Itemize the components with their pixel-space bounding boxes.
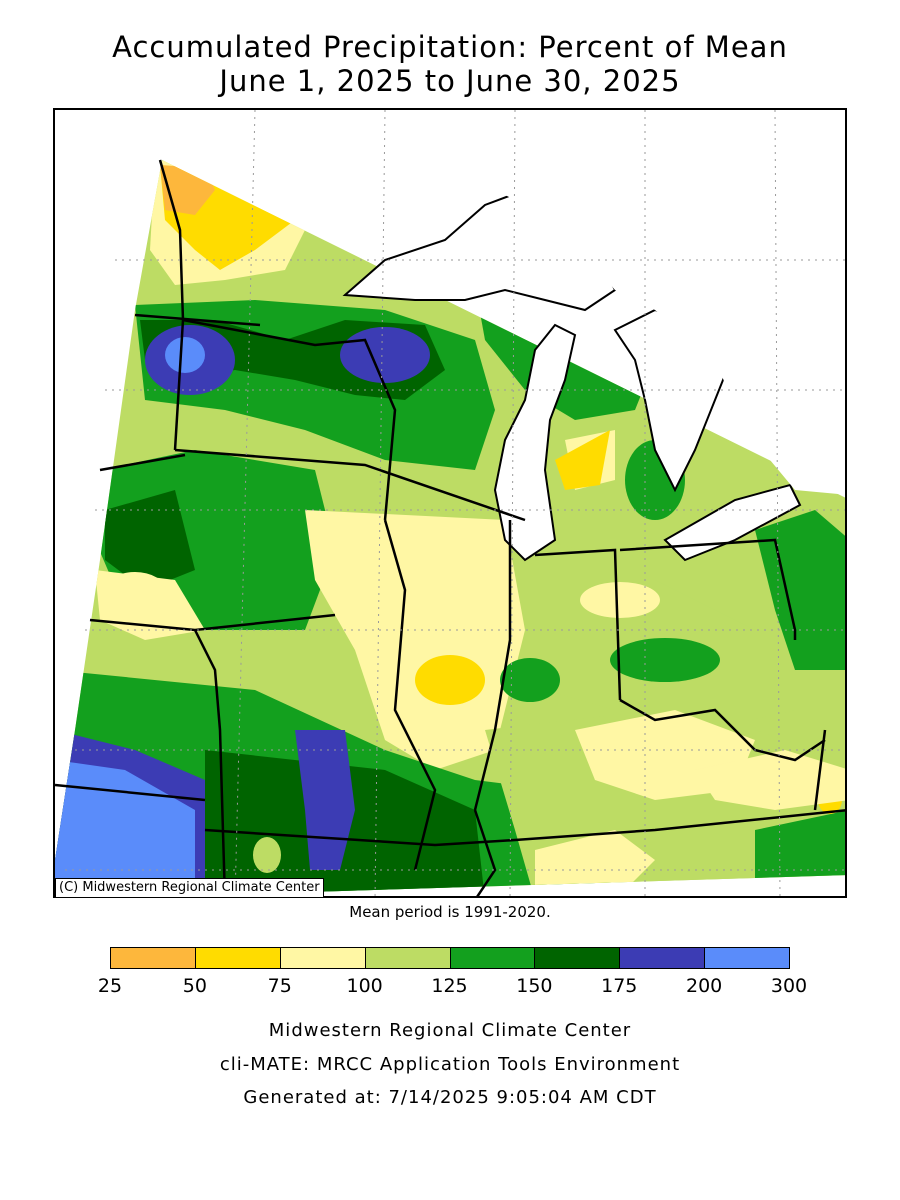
canada-area	[245, 110, 845, 495]
legend-tick-label: 25	[97, 975, 123, 997]
map-date-range: June 1, 2025 to June 30, 2025	[219, 64, 681, 98]
legend-tick-label: 100	[346, 975, 383, 997]
legend-bin	[194, 947, 281, 969]
legend-tick-label: 300	[770, 975, 808, 997]
legend-bin	[110, 947, 196, 969]
mean-period-note: Mean period is 1991-2020.	[349, 903, 551, 921]
legend-bin	[704, 947, 790, 969]
map-title: Accumulated Precipitation: Percent of Me…	[112, 30, 788, 64]
legend-tick-label: 125	[431, 975, 468, 997]
legend-tick-label: 75	[267, 975, 292, 997]
legend-tick-label: 150	[516, 975, 553, 997]
legend-bin	[279, 947, 366, 969]
graticule	[65, 110, 845, 896]
legend-tick-label: 50	[182, 975, 207, 997]
precipitation-map	[53, 108, 847, 898]
color-legend	[110, 947, 790, 971]
legend-bin	[364, 947, 451, 969]
legend-bin	[619, 947, 706, 969]
legend-tick-label: 200	[685, 975, 723, 997]
footer-generated: Generated at: 7/14/2025 9:05:04 AM CDT	[243, 1087, 657, 1108]
legend-tick-label: 175	[601, 975, 638, 997]
legend-bin	[534, 947, 621, 969]
footer-organization: Midwestern Regional Climate Center	[268, 1020, 632, 1041]
map-canvas	[55, 110, 845, 896]
state-boundaries	[55, 159, 845, 896]
legend-bin	[449, 947, 536, 969]
footer-tool: cli-MATE: MRCC Application Tools Environ…	[219, 1054, 681, 1075]
map-credit: (C) Midwestern Regional Climate Center	[55, 878, 324, 898]
